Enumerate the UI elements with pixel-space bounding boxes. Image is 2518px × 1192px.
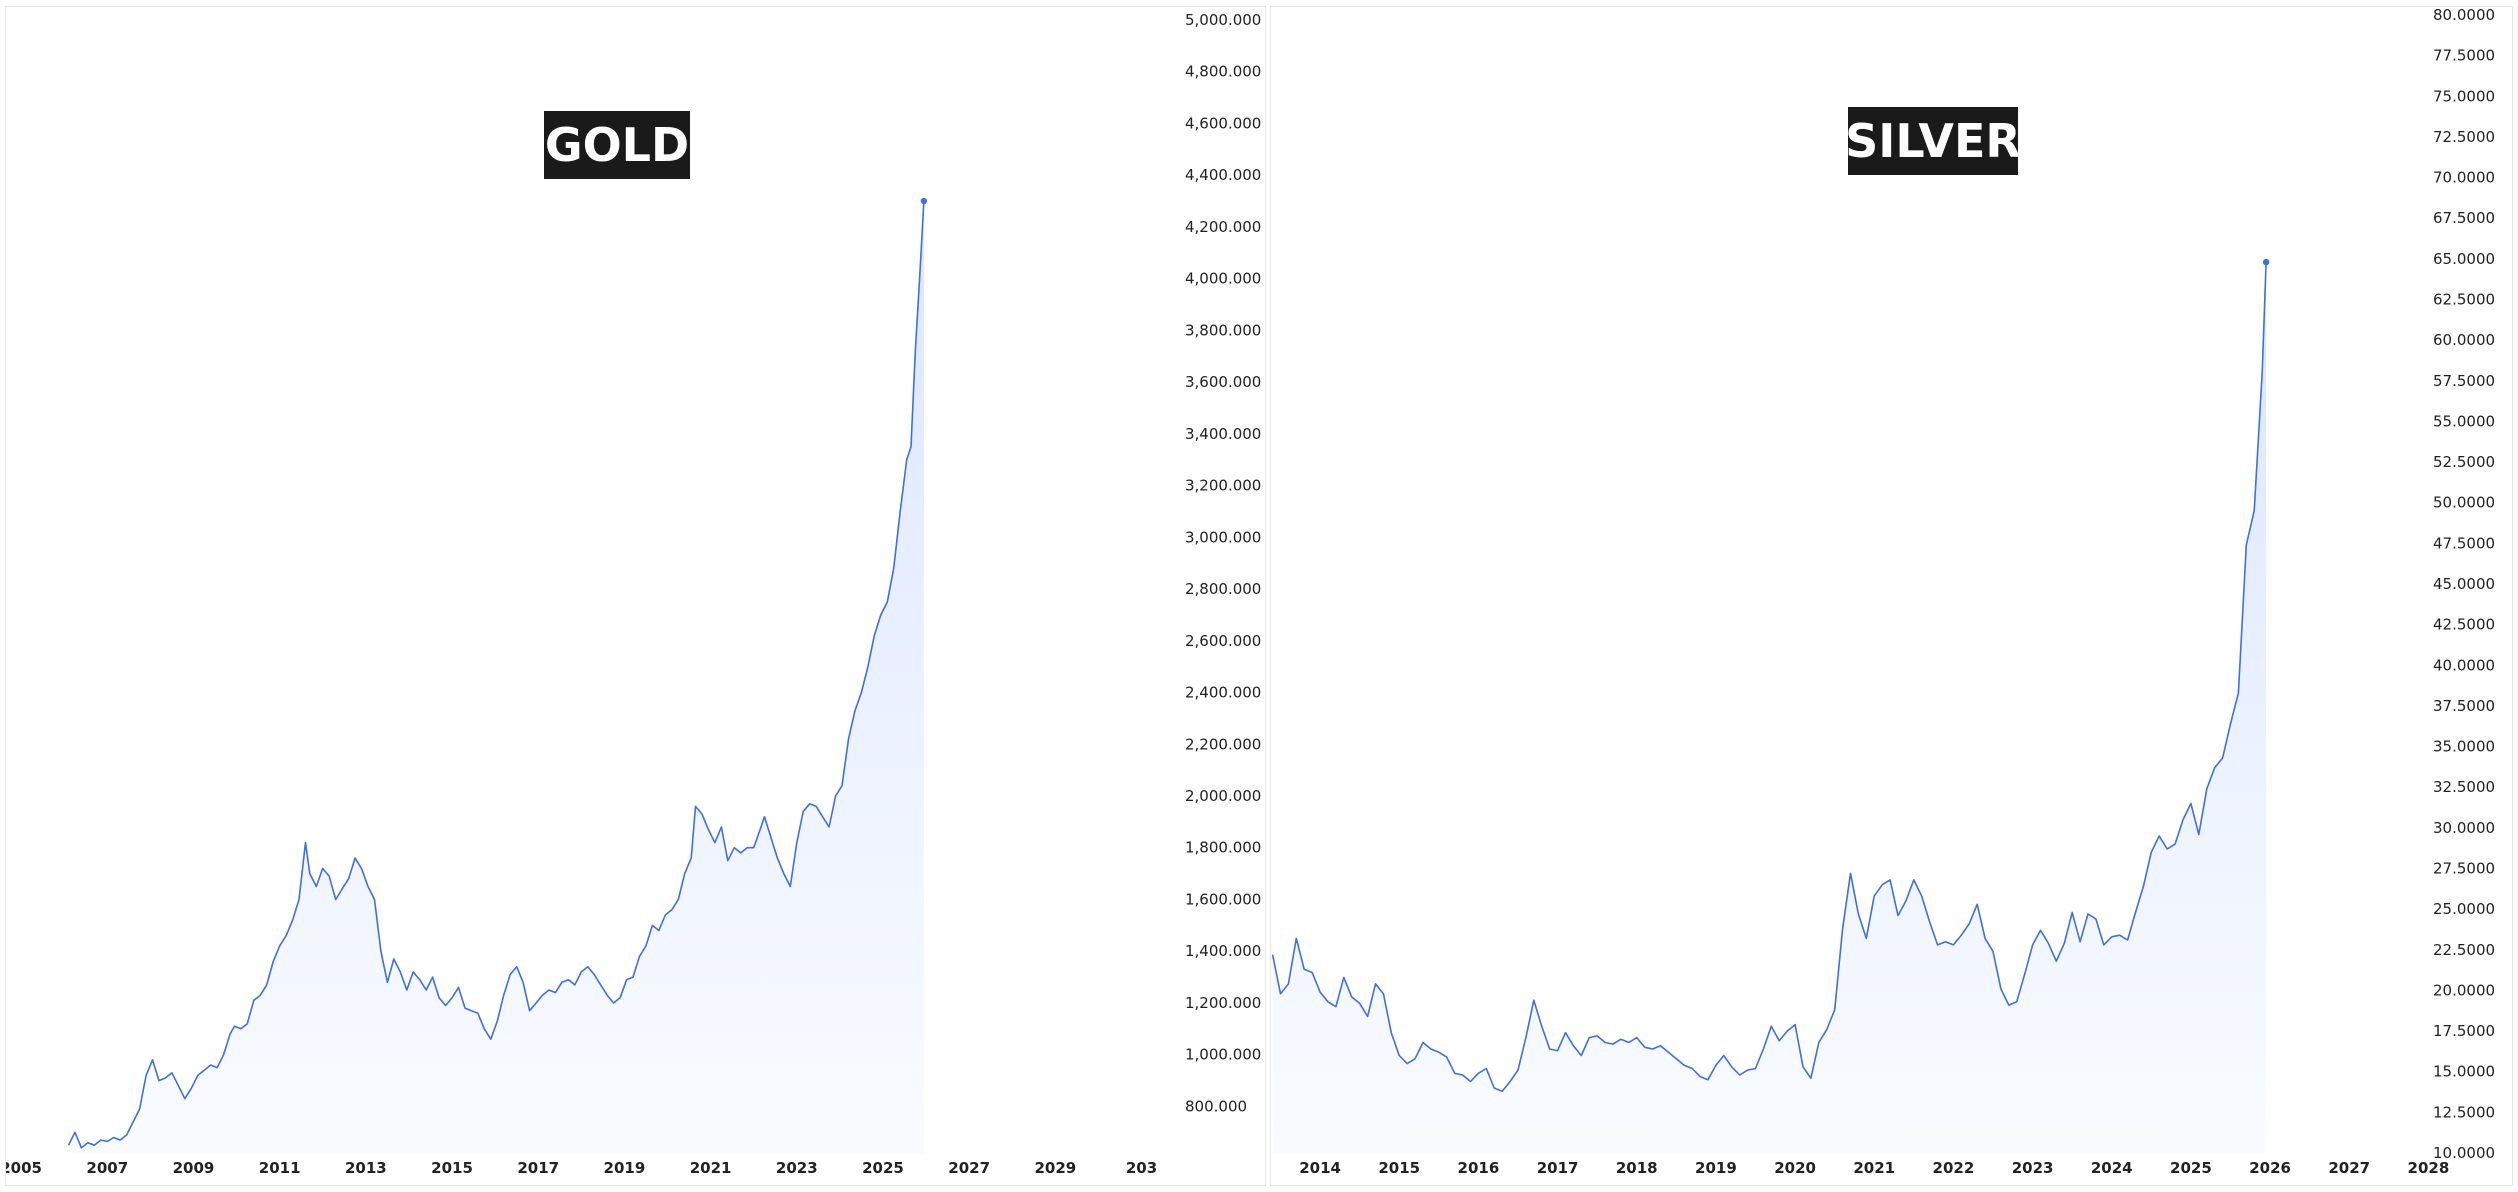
y-tick-label: 15.0000 xyxy=(2433,1063,2495,1081)
y-tick-label: 25.0000 xyxy=(2433,900,2495,918)
x-tick-label: 2017 xyxy=(1537,1159,1579,1177)
x-tick-label: 2015 xyxy=(431,1159,473,1177)
y-tick-label: 12.5000 xyxy=(2433,1103,2495,1121)
x-tick-label: 2029 xyxy=(1034,1159,1076,1177)
gold-chart-title: GOLD xyxy=(544,111,690,179)
y-tick-label: 62.5000 xyxy=(2433,291,2495,309)
y-tick-label: 1,400.000 xyxy=(1185,942,1261,960)
y-tick-label: 57.5000 xyxy=(2433,372,2495,390)
y-tick-label: 70.0000 xyxy=(2433,169,2495,187)
silver-chart-panel: 10.0000 12.5000 15.0000 17.5000 20.0000 22.50… xyxy=(1270,6,2513,1186)
y-tick-label: 2,000.000 xyxy=(1185,787,1261,805)
y-tick-label: 5,000.000 xyxy=(1185,11,1261,29)
x-tick-label: 2021 xyxy=(690,1159,732,1177)
x-tick-label: 2016 xyxy=(1458,1159,1500,1177)
x-tick-label: 2024 xyxy=(2091,1159,2133,1177)
series-area xyxy=(1272,262,2267,1154)
y-tick-label: 30.0000 xyxy=(2433,819,2495,837)
y-tick-label: 4,800.000 xyxy=(1185,63,1261,81)
y-tick-label: 22.5000 xyxy=(2433,941,2495,959)
gold-chart-panel: 800.000 1,000.000 1,200.000 1,400.000 1,600.… xyxy=(5,6,1266,1186)
silver-chart[interactable]: 10.0000 12.5000 15.0000 17.5000 20.0000 22.50… xyxy=(1271,7,2514,1187)
x-tick-label: 2015 xyxy=(1378,1159,1420,1177)
y-tick-label: 4,400.000 xyxy=(1185,166,1261,184)
y-tick-label: 80.0000 xyxy=(2433,7,2495,24)
y-tick-label: 27.5000 xyxy=(2433,860,2495,878)
x-tick-label: 2021 xyxy=(1853,1159,1895,1177)
x-tick-label: 2027 xyxy=(948,1159,990,1177)
y-tick-label: 10.0000 xyxy=(2433,1144,2495,1162)
x-tick-label: 2019 xyxy=(1695,1159,1737,1177)
y-tick-label: 72.5000 xyxy=(2433,128,2495,146)
x-tick-label: 2011 xyxy=(259,1159,301,1177)
x-tick-label: 2014 xyxy=(1299,1159,1341,1177)
y-tick-label: 37.5000 xyxy=(2433,697,2495,715)
y-tick-label: 3,600.000 xyxy=(1185,373,1261,391)
y-tick-label: 3,000.000 xyxy=(1185,528,1261,546)
x-tick-label: 2023 xyxy=(776,1159,818,1177)
y-tick-label: 40.0000 xyxy=(2433,656,2495,674)
y-tick-label: 42.5000 xyxy=(2433,616,2495,634)
x-tick-label: 2023 xyxy=(2012,1159,2054,1177)
y-tick-label: 32.5000 xyxy=(2433,778,2495,796)
x-tick-label: 2018 xyxy=(1616,1159,1658,1177)
y-tick-label: 75.0000 xyxy=(2433,87,2495,105)
last-point-marker xyxy=(2262,258,2270,266)
y-tick-label: 35.0000 xyxy=(2433,738,2495,756)
y-tick-label: 55.0000 xyxy=(2433,412,2495,430)
last-point-marker xyxy=(920,197,928,205)
y-tick-label: 4,000.000 xyxy=(1185,270,1261,288)
y-tick-label: 3,400.000 xyxy=(1185,425,1261,443)
x-tick-label: 2019 xyxy=(604,1159,646,1177)
silver-chart-title: SILVER xyxy=(1845,107,2021,175)
y-tick-label: 45.0000 xyxy=(2433,575,2495,593)
gold-chart[interactable]: 800.000 1,000.000 1,200.000 1,400.000 1,600.… xyxy=(6,7,1267,1187)
y-tick-label: 4,600.000 xyxy=(1185,114,1261,132)
x-tick-label: 2017 xyxy=(517,1159,559,1177)
x-tick-label: 2025 xyxy=(2170,1159,2212,1177)
x-tick-label: 203 xyxy=(1126,1159,1157,1177)
y-tick-label: 2,200.000 xyxy=(1185,735,1261,753)
x-tick-label: 2005 xyxy=(6,1159,42,1177)
x-tick-label: 2020 xyxy=(1774,1159,1816,1177)
y-tick-label: 800.000 xyxy=(1185,1097,1247,1115)
y-tick-label: 1,000.000 xyxy=(1185,1046,1261,1064)
y-tick-label: 1,200.000 xyxy=(1185,994,1261,1012)
y-tick-label: 2,800.000 xyxy=(1185,580,1261,598)
x-tick-label: 2007 xyxy=(86,1159,128,1177)
x-tick-label: 2027 xyxy=(2328,1159,2370,1177)
x-tick-label: 2028 xyxy=(2408,1159,2450,1177)
y-tick-label: 47.5000 xyxy=(2433,534,2495,552)
x-tick-label: 2025 xyxy=(862,1159,904,1177)
y-tick-label: 4,200.000 xyxy=(1185,218,1261,236)
y-tick-label: 3,800.000 xyxy=(1185,321,1261,339)
y-tick-label: 1,600.000 xyxy=(1185,890,1261,908)
y-tick-label: 17.5000 xyxy=(2433,1022,2495,1040)
y-tick-label: 3,200.000 xyxy=(1185,477,1261,495)
y-tick-label: 1,800.000 xyxy=(1185,839,1261,857)
y-tick-label: 50.0000 xyxy=(2433,494,2495,512)
x-tick-label: 2022 xyxy=(1933,1159,1975,1177)
y-tick-label: 67.5000 xyxy=(2433,209,2495,227)
series-line xyxy=(1271,262,2267,1092)
x-tick-label: 2026 xyxy=(2249,1159,2291,1177)
y-tick-label: 20.0000 xyxy=(2433,981,2495,999)
x-tick-label: 2009 xyxy=(173,1159,215,1177)
y-tick-label: 65.0000 xyxy=(2433,250,2495,268)
y-tick-label: 60.0000 xyxy=(2433,331,2495,349)
y-tick-label: 52.5000 xyxy=(2433,453,2495,471)
y-tick-label: 2,600.000 xyxy=(1185,632,1261,650)
series-area xyxy=(68,201,924,1153)
y-tick-label: 77.5000 xyxy=(2433,47,2495,65)
x-tick-label: 2013 xyxy=(345,1159,387,1177)
y-tick-label: 2,400.000 xyxy=(1185,684,1261,702)
series-line xyxy=(67,200,925,1149)
